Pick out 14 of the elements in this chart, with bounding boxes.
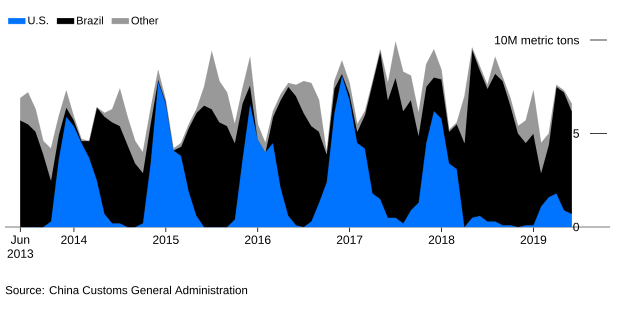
y-tick-label: 0 xyxy=(573,222,580,232)
x-tick-label: 2017 xyxy=(336,236,362,244)
x-tick-label: 2018 xyxy=(428,236,454,244)
x-tick-label: 2015 xyxy=(153,236,179,244)
x-tick-label: 2016 xyxy=(244,236,271,244)
x-tick-label: 2014 xyxy=(61,236,87,244)
y-tick-label: 10M metric tons xyxy=(495,36,580,44)
legend-label: Brazil xyxy=(77,16,103,24)
x-tick-label: Jun 2013 xyxy=(8,236,34,258)
x-tick-label: 2019 xyxy=(520,236,546,244)
legend-label: U.S. xyxy=(28,16,48,24)
source-note: Source: China Customs General Administration xyxy=(6,286,248,294)
y-tick-label: 5 xyxy=(573,129,579,138)
legend-label: Other xyxy=(131,16,158,24)
